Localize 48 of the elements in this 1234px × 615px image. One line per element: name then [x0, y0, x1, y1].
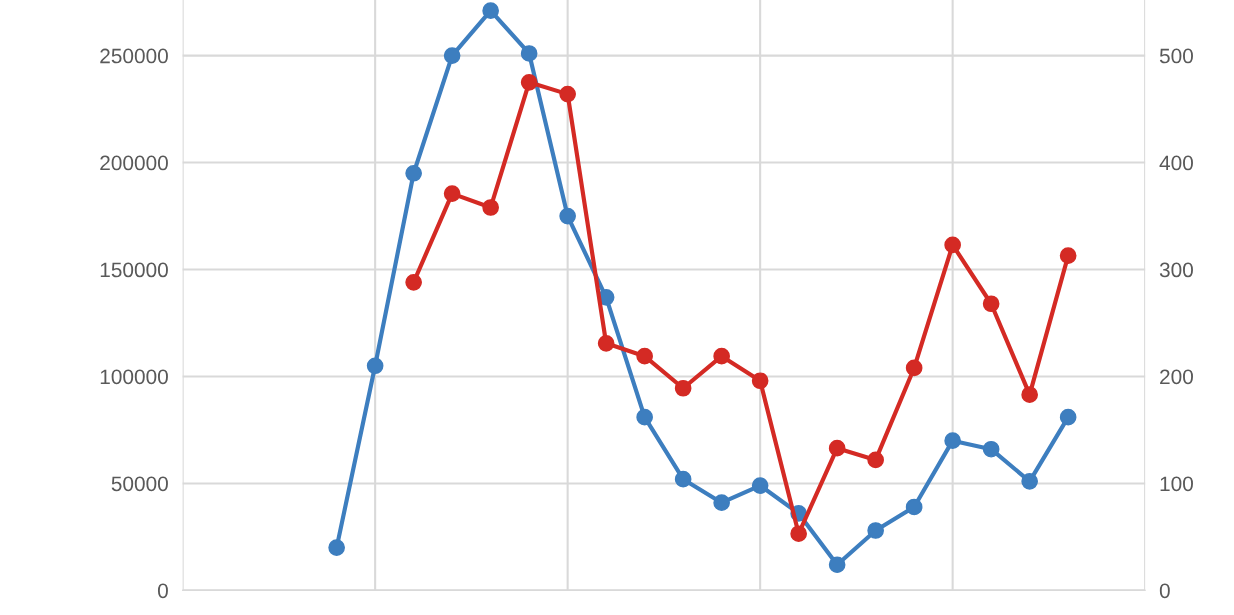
- y2-tick-label: 0: [1159, 583, 1170, 599]
- point: [328, 539, 345, 556]
- point: [559, 207, 576, 225]
- point: [790, 525, 807, 543]
- point: [867, 522, 884, 539]
- point: [751, 372, 769, 390]
- point: [944, 236, 961, 254]
- y2-tick-label: 200: [1160, 369, 1193, 385]
- point: [597, 334, 615, 352]
- point: [443, 185, 461, 202]
- point: [559, 85, 576, 103]
- y-tick-label: 50000: [111, 476, 168, 492]
- y2-tick-label: 400: [1159, 155, 1193, 171]
- point: [828, 439, 846, 457]
- y2-tick-label: 300: [1159, 262, 1193, 278]
- y-tick-label: 0: [157, 583, 168, 599]
- point: [982, 440, 1000, 458]
- y2-tick-label: 500: [1159, 48, 1193, 64]
- point: [366, 357, 384, 375]
- point: [982, 295, 1000, 313]
- point: [1021, 386, 1038, 404]
- point: [405, 164, 422, 182]
- point: [751, 477, 769, 494]
- point: [482, 2, 499, 20]
- y-tick-label: 200000: [100, 155, 168, 171]
- point: [443, 47, 461, 64]
- point: [828, 556, 846, 574]
- y-tick-label: 250000: [100, 48, 168, 64]
- point: [636, 347, 653, 365]
- point: [1059, 247, 1077, 264]
- point: [944, 432, 961, 449]
- point: [905, 359, 923, 377]
- point: [1021, 472, 1038, 490]
- point: [636, 408, 653, 426]
- y2-tick-label: 100: [1160, 476, 1193, 492]
- point: [713, 347, 730, 365]
- point: [867, 451, 884, 469]
- y-tick-label: 150000: [100, 262, 168, 278]
- point: [520, 45, 538, 62]
- y-tick-label: 100000: [100, 369, 168, 385]
- point: [674, 470, 692, 488]
- point: [520, 74, 538, 91]
- point: [905, 498, 923, 516]
- point: [674, 379, 692, 397]
- point: [1059, 408, 1077, 426]
- point: [405, 274, 422, 291]
- point: [482, 199, 499, 216]
- point: [713, 494, 730, 512]
